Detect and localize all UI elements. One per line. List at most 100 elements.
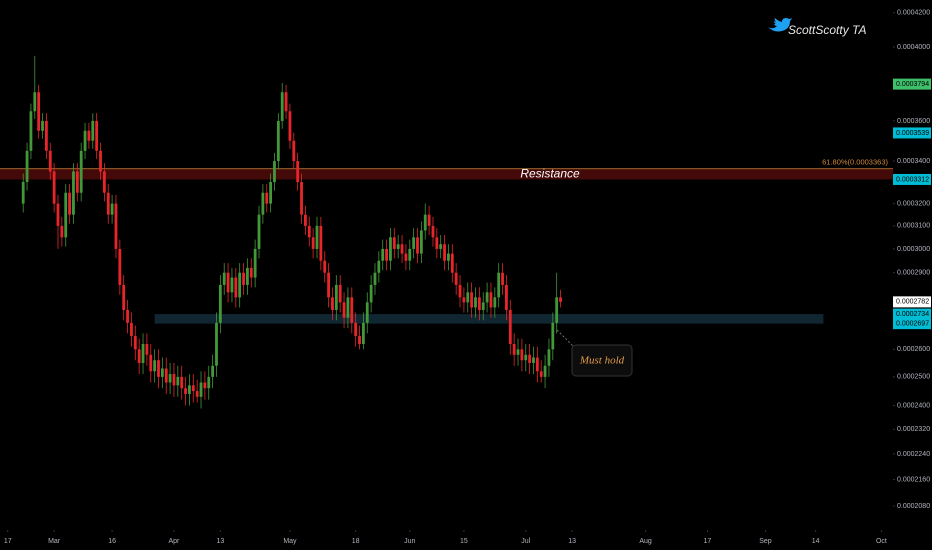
x-tick-label: 14	[812, 538, 820, 545]
candle-body	[342, 302, 346, 318]
candle-body	[361, 322, 365, 344]
candle-body	[153, 360, 157, 372]
candle-body	[95, 120, 99, 151]
candle-body	[191, 385, 195, 392]
candle-body	[114, 203, 118, 249]
x-tick-label: Apr	[169, 538, 181, 545]
candle-body	[431, 225, 435, 238]
candle-body	[350, 297, 354, 323]
candle-body	[419, 230, 423, 254]
candle-body	[87, 130, 91, 141]
candle-body	[276, 120, 280, 162]
candle-body	[516, 349, 520, 355]
candle-body	[75, 171, 79, 193]
candle-body	[230, 277, 234, 293]
candle-body	[41, 120, 44, 131]
resistance-zone	[0, 168, 893, 180]
x-tick-label: 15	[460, 538, 468, 545]
candle-body	[249, 267, 253, 278]
x-tick-label: Oct	[876, 538, 887, 545]
candle-body	[334, 284, 338, 310]
candle-body	[60, 225, 64, 238]
candle-body	[37, 92, 41, 131]
candle-body	[122, 284, 126, 310]
watermark: ScottScotty TA	[788, 23, 866, 37]
candle-body	[102, 171, 106, 193]
candle-body	[269, 182, 273, 204]
candle-body	[149, 354, 153, 372]
candle-body	[99, 150, 102, 172]
candle-body	[389, 237, 392, 261]
candle-body	[21, 182, 25, 204]
candle-body	[443, 244, 446, 261]
candle-body	[404, 253, 408, 261]
candle-body	[288, 111, 292, 141]
candle-body	[493, 297, 497, 308]
candle-body	[68, 192, 71, 215]
candle-body	[489, 292, 493, 308]
candle-body	[400, 244, 404, 254]
candle-body	[29, 111, 33, 151]
candle-body	[559, 297, 562, 302]
y-tick-label: 0.0004200	[897, 10, 930, 17]
candle-body	[477, 297, 481, 310]
price-label-box	[893, 78, 931, 90]
y-tick-label: 0.0003400	[897, 158, 930, 165]
x-tick-label: 13	[568, 538, 576, 545]
candle-body	[331, 297, 334, 310]
candle-body	[300, 182, 303, 215]
candle-body	[520, 349, 524, 361]
candle-body	[211, 365, 215, 377]
candle-body	[126, 309, 129, 323]
y-tick-label: 0.0002160	[897, 476, 930, 483]
candle-body	[543, 365, 547, 377]
resistance-label: Resistance	[520, 166, 580, 180]
candle-body	[168, 374, 172, 383]
fib-label: 61.80%(0.0003363)	[822, 158, 888, 167]
candle-body	[377, 260, 381, 273]
candle-body	[48, 150, 52, 172]
price-label-box	[893, 296, 931, 308]
candle-body	[381, 248, 385, 261]
candle-body	[532, 357, 535, 363]
y-tick-label: 0.0002500	[897, 374, 930, 381]
candle-body	[354, 322, 358, 336]
candle-body	[454, 272, 458, 285]
candle-body	[508, 309, 512, 344]
candle-body	[145, 343, 149, 355]
candle-body	[199, 382, 203, 397]
candle-body	[91, 120, 95, 141]
candle-body	[226, 272, 230, 293]
x-tick-label: Aug	[639, 538, 652, 545]
candle-body	[481, 302, 485, 310]
candle-body	[106, 192, 110, 215]
candle-body	[257, 214, 261, 249]
candle-body	[555, 297, 559, 323]
price-label-box	[893, 173, 931, 185]
x-tick-label: 16	[108, 538, 116, 545]
candle-body	[72, 171, 75, 215]
candle-body	[524, 354, 528, 361]
y-tick-label: 0.0002320	[897, 426, 930, 433]
candle-body	[33, 92, 37, 112]
candle-body	[64, 192, 68, 238]
candle-body	[292, 140, 296, 162]
candle-body	[141, 343, 145, 363]
candle-body	[79, 150, 83, 193]
candle-body	[118, 248, 122, 285]
candle-body	[385, 248, 388, 261]
candle-body	[416, 237, 419, 254]
candle-body	[280, 92, 284, 121]
candle-body	[284, 92, 288, 112]
candle-body	[408, 248, 412, 261]
candle-body	[218, 284, 222, 323]
candle-body	[505, 284, 508, 310]
price-label: 0.0002697	[896, 320, 929, 327]
candle-body	[242, 272, 245, 285]
y-tick-label: 0.0004000	[897, 44, 930, 51]
candle-body	[474, 297, 477, 308]
x-tick-label: May	[283, 538, 297, 545]
candle-body	[234, 277, 238, 298]
candle-body	[188, 385, 191, 394]
y-tick-label: 0.0002400	[897, 402, 930, 409]
